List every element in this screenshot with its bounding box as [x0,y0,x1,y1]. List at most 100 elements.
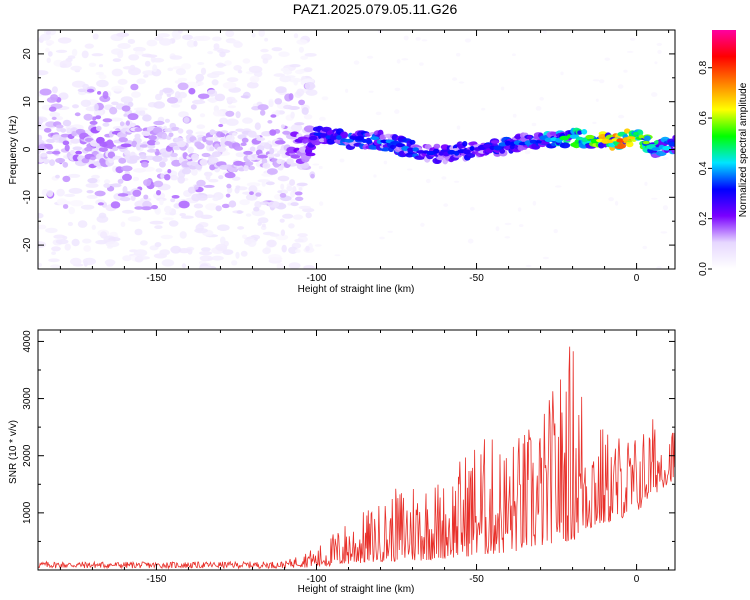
spectrogram-blob [251,33,256,38]
spectrogram-blob [657,49,662,54]
spectrogram-blob [200,67,207,76]
spectrogram-blob [203,184,215,188]
spectrogram-blob [134,127,143,132]
spectrogram-blob [112,146,119,151]
spectrogram-blob [225,30,235,38]
spectrogram-blob [167,67,174,72]
spectrogram-blob [161,133,168,140]
spectrogram-blob [56,198,68,206]
spectrogram-blob [559,142,571,149]
spectrogram-blob [174,137,184,142]
spectrogram-blob [96,79,109,88]
spectrogram-blob [122,173,132,181]
spectrogram-blob [122,255,132,262]
spectrogram-blob [134,206,144,210]
spectrogram-blob [504,236,511,239]
spectrogram-blob [532,200,537,206]
spectrogram-blob [125,120,130,126]
spectrogram-blob [248,165,255,171]
spectrogram-blob [277,190,283,194]
spectrogram-blob [212,36,222,42]
spectrogram-blob [249,75,260,83]
x-tick-label: -50 [469,574,484,585]
spectrogram-blob [55,116,64,121]
spectrogram-blob [129,155,141,162]
spectrogram-blob [387,230,394,233]
spectrogram-blob [248,65,263,73]
spectrogram-blob [305,212,312,219]
spectrogram-blob [443,203,449,207]
spectrogram-blob [186,39,197,48]
spectrogram-blob [453,180,460,183]
spectrogram-blob [137,256,150,260]
spectrogram-blob [237,69,243,74]
spectrogram-blob [174,80,183,84]
spectrogram-blob [195,131,206,135]
spectrogram-blob [239,199,250,206]
spectrogram-blob [226,186,233,194]
spectrogram-blob [83,113,93,121]
spectrogram-blob [205,203,219,211]
spectrogram-blob [109,106,118,115]
spectrogram-blob [243,238,252,245]
spectrogram-blob [147,148,157,153]
spectrogram-blob [94,190,106,197]
spectrogram-blob [517,207,522,212]
spectrogram-blob [123,113,128,117]
spectrogram-blob [274,153,281,158]
spectrogram-blob [98,212,107,219]
spectrogram-blob [235,251,240,259]
spectrogram-blob [644,181,648,186]
spectrogram-blob [64,243,71,251]
spectrogram-blob [412,147,420,152]
spectrogram-blob [226,77,239,83]
spectrogram-blob [269,129,277,136]
spectrogram-blob [191,168,198,176]
spectrogram-blob [132,189,142,197]
spectrogram-blob [279,218,285,223]
spectrogram-blob [493,145,502,151]
spectrogram-blob [216,62,225,68]
spectrogram-blob [242,58,251,64]
spectrogram-blob [159,161,166,168]
spectrogram-blob [456,125,461,130]
spectrogram-blob [224,60,232,66]
spectrogram-blob [298,99,305,106]
spectrogram-blob [592,79,600,82]
spectrogram-blob [303,114,313,120]
spectrogram-blob [112,58,122,62]
spectrogram-blob [309,135,318,141]
spectrogram-blob [638,134,644,139]
y-tick-label: 3000 [22,387,33,410]
spectrogram-blob [581,138,588,143]
x-tick-label: -100 [306,574,326,585]
chart-title: PAZ1.2025.079.05.11.G26 [292,1,458,17]
spectrogram-blob [38,121,42,127]
spectrogram-blob [662,156,669,160]
spectrogram-blob [231,176,241,181]
spectrogram-blob [82,257,97,266]
spectrogram-blob [111,48,124,55]
spectrogram-blob [280,124,285,129]
spectrogram-blob [156,190,161,196]
spectrogram-blob [403,35,409,41]
spectrogram-blob [256,137,266,142]
spectrogram-blob [62,204,69,209]
spectrogram-blob [144,60,151,67]
spectrogram-blob [300,55,308,60]
spectrogram-blob [56,188,65,197]
spectrogram-blob [225,118,239,126]
spectrogram-blob [269,233,280,237]
spectrogram-blob [222,81,237,89]
spectrogram-blob [168,220,179,227]
spectrogram-blob [111,85,125,92]
spectrogram-blob [242,234,247,239]
spectrogram-blob [382,147,390,152]
spectrogram-blob [258,30,265,37]
spectrogram-blob [206,89,218,97]
spectrogram-blob [280,229,286,236]
spectrogram-blob [424,144,432,150]
spectrogram-blob [155,168,163,173]
spectrogram-blob [383,160,388,165]
spectrogram-blob [208,157,219,164]
